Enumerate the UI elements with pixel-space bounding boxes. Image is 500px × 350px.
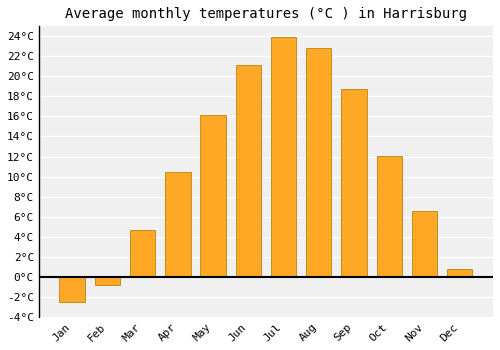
Bar — [60, 277, 85, 302]
Bar — [200, 116, 226, 277]
Bar — [94, 277, 120, 285]
Bar — [271, 37, 296, 277]
Bar — [236, 65, 261, 277]
Title: Average monthly temperatures (°C ) in Harrisburg: Average monthly temperatures (°C ) in Ha… — [65, 7, 467, 21]
Bar — [342, 89, 366, 277]
Bar — [130, 230, 156, 277]
Bar — [306, 48, 332, 277]
Bar — [412, 211, 437, 277]
Bar — [165, 172, 190, 277]
Bar — [376, 155, 402, 277]
Bar — [447, 269, 472, 277]
